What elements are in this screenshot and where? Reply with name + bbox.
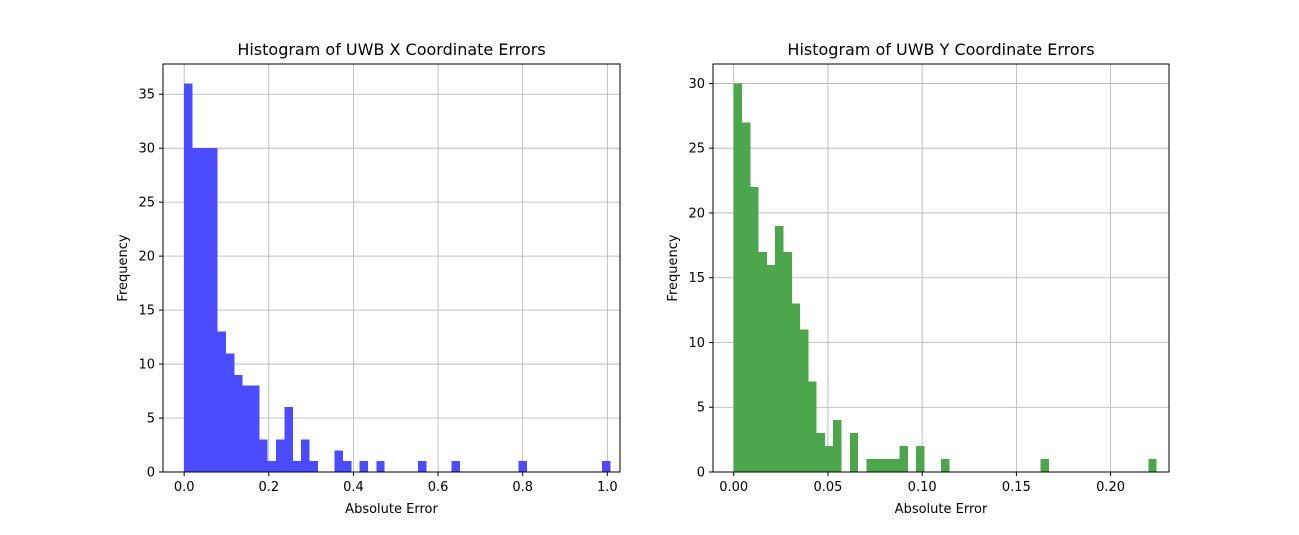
x-error-ytick-label-1: 5 [147, 412, 155, 427]
y-error-ytick-label-0: 0 [697, 466, 705, 481]
x-error-xtick-label-5: 1.0 [597, 480, 618, 495]
x-error-xtick-label-4: 0.8 [512, 480, 533, 495]
x-error-bar-5 [225, 353, 235, 472]
y-error-bar-11 [824, 446, 834, 472]
y-error-histogram-panel: 0.00 0.05 0.10 0.15 0.20 0 5 10 15 20 25 30 Histogr… [666, 40, 1170, 517]
y-error-bar-9 [808, 381, 817, 472]
x-error-bar-2 [200, 148, 210, 472]
y-error-bar-6 [783, 251, 792, 472]
x-error-ytick-label-5: 25 [138, 196, 155, 211]
y-error-bar-0 [733, 83, 743, 472]
x-error-bar-18 [334, 450, 343, 472]
x-error-ticks: 0.0 0.2 0.4 0.6 0.8 1.0 0 5 10 15 20 25 30 35 [138, 88, 617, 495]
y-error-y-axis-label: Frequency [666, 234, 681, 301]
x-error-xtick-label-1: 0.2 [258, 480, 279, 495]
y-error-bar-50 [1148, 459, 1157, 472]
x-error-bar-9 [259, 439, 268, 472]
x-error-chart-title: Histogram of UWB X Coordinate Errors [237, 40, 545, 59]
y-error-bar-12 [833, 420, 842, 472]
y-error-bar-20 [899, 446, 908, 472]
y-error-bar-25 [941, 459, 950, 472]
x-error-bar-32 [451, 461, 460, 472]
y-error-bar-4 [766, 264, 776, 472]
x-error-xtick-label-0: 0.0 [174, 480, 195, 495]
y-error-xtick-label-4: 0.20 [1096, 480, 1125, 495]
y-error-ytick-label-2: 10 [688, 336, 705, 351]
x-error-ytick-label-4: 20 [138, 250, 155, 265]
x-error-ytick-label-0: 0 [147, 466, 155, 481]
x-error-bars [184, 83, 611, 472]
x-error-bar-28 [418, 461, 427, 472]
x-error-bar-11 [276, 439, 285, 472]
x-error-xtick-label-3: 0.6 [428, 480, 449, 495]
x-error-bar-7 [242, 385, 252, 472]
y-error-bar-37 [1040, 459, 1049, 472]
y-error-bar-16 [866, 459, 875, 472]
x-error-bar-15 [309, 461, 318, 472]
x-error-ytick-label-3: 15 [138, 304, 155, 319]
x-error-histogram-panel: 0.0 0.2 0.4 0.6 0.8 1.0 0 5 10 15 20 25 30 35 Histogr… [116, 40, 621, 517]
y-error-ytick-label-1: 5 [697, 401, 705, 416]
y-error-chart-title: Histogram of UWB Y Coordinate Errors [787, 40, 1094, 59]
y-error-xtick-label-3: 0.15 [1002, 480, 1031, 495]
x-error-bar-0 [184, 83, 193, 472]
y-error-ytick-label-5: 25 [688, 142, 705, 157]
y-error-bar-19 [891, 459, 900, 472]
x-error-bar-8 [251, 385, 260, 472]
y-error-ytick-label-3: 15 [688, 271, 705, 286]
x-error-ytick-label-6: 30 [138, 142, 155, 157]
x-error-bar-23 [376, 461, 385, 472]
y-error-bar-17 [874, 459, 883, 472]
y-error-bar-7 [791, 303, 801, 472]
x-error-ytick-label-7: 35 [138, 88, 155, 103]
x-error-bar-1 [192, 148, 201, 472]
y-error-xtick-label-2: 0.10 [908, 480, 937, 495]
x-error-bar-10 [267, 461, 277, 472]
x-error-gridlines [163, 64, 620, 473]
x-error-bar-14 [301, 439, 310, 472]
y-error-ytick-label-6: 30 [688, 77, 705, 92]
x-error-bar-19 [342, 461, 352, 472]
x-error-bar-13 [292, 461, 302, 472]
y-error-bar-8 [800, 329, 809, 472]
x-error-bar-12 [284, 407, 293, 472]
x-error-bar-3 [209, 148, 218, 472]
x-error-bar-40 [518, 461, 527, 472]
y-error-bar-1 [742, 122, 751, 473]
y-error-ticks: 0.00 0.05 0.10 0.15 0.20 0 5 10 15 20 25 30 [688, 77, 1125, 495]
x-error-xtick-label-2: 0.4 [343, 480, 364, 495]
y-error-bar-5 [775, 225, 784, 472]
y-error-xtick-label-0: 0.00 [719, 480, 748, 495]
x-error-x-axis-label: Absolute Error [345, 502, 438, 517]
y-error-bar-10 [816, 433, 825, 472]
y-error-bar-2 [750, 187, 759, 473]
x-error-bar-4 [217, 331, 226, 472]
y-error-bar-14 [849, 433, 859, 472]
y-error-xtick-label-1: 0.05 [813, 480, 842, 495]
y-error-bar-18 [882, 459, 892, 472]
y-error-ytick-label-4: 20 [688, 206, 705, 221]
x-error-bar-21 [359, 461, 369, 472]
x-error-ytick-label-2: 10 [138, 358, 155, 373]
y-error-bar-3 [758, 251, 767, 472]
x-error-y-axis-label: Frequency [116, 234, 131, 301]
y-error-x-axis-label: Absolute Error [895, 502, 988, 517]
x-error-bar-50 [602, 461, 611, 472]
x-error-axes-frame [162, 63, 621, 473]
y-error-axes-frame [712, 63, 1170, 473]
x-error-bar-6 [234, 374, 243, 472]
y-error-bars [733, 83, 1157, 473]
y-error-bar-22 [916, 446, 925, 472]
